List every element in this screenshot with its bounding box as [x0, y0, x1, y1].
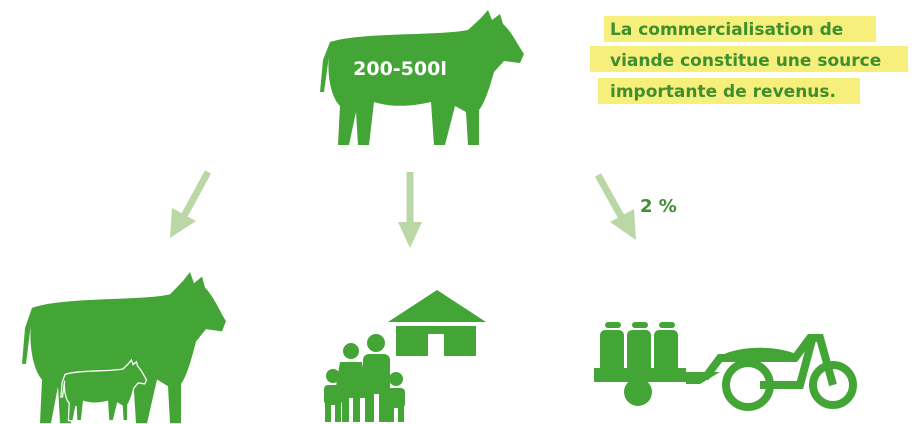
- note-line: La commercialisation de: [610, 20, 843, 40]
- arrow-head: [170, 208, 196, 238]
- arrows: [170, 170, 636, 248]
- arrow: [180, 170, 212, 218]
- note-line: importante de revenus.: [610, 82, 836, 102]
- note-line: viande constitue une source: [610, 51, 881, 71]
- highlight: [598, 78, 860, 104]
- family-house-icon: [324, 290, 486, 422]
- highlight: [604, 16, 876, 42]
- share-label: 2 %: [640, 196, 677, 217]
- arrow-head: [610, 209, 636, 240]
- cow-label: 200-500l: [353, 58, 447, 80]
- milk-scooter-icon: [594, 322, 857, 411]
- arrow: [594, 173, 626, 220]
- arrow-head: [398, 222, 422, 248]
- cow-calf-icon: [22, 272, 226, 424]
- highlight: [590, 46, 908, 72]
- note: La commercialisation de viande constitue…: [590, 16, 908, 104]
